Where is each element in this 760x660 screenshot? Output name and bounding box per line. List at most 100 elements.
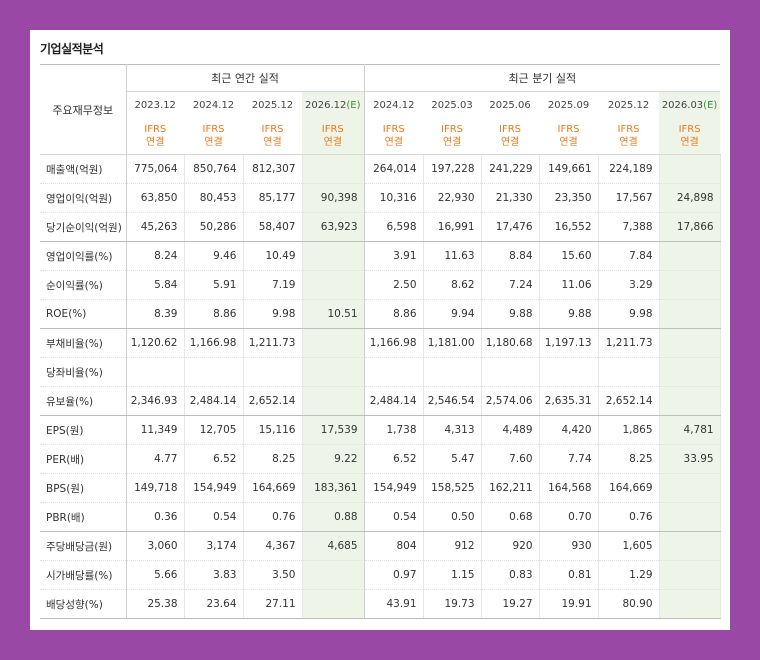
estimate-tag: (E) bbox=[703, 99, 718, 111]
row-label: 당기순이익(억원) bbox=[40, 212, 127, 242]
quarter-value-cell: 22,930 bbox=[423, 183, 482, 213]
quarter-value-cell bbox=[659, 241, 721, 271]
table-row: 주당배당금(원) 3,060 3,174 4,367 4,685 804 912 920 930… bbox=[40, 531, 721, 561]
quarter-value-cell: 804 bbox=[364, 531, 424, 561]
quarter-value-cell bbox=[539, 357, 599, 387]
quarter-value-cell: 33.95 bbox=[659, 444, 721, 474]
row-label: 배당성향(%) bbox=[40, 589, 127, 619]
annual-value-cell: 23.64 bbox=[184, 589, 244, 619]
annual-value-cell: 6.52 bbox=[184, 444, 244, 474]
annual-value-cell bbox=[126, 357, 185, 387]
quarter-date: 2025.09 bbox=[547, 99, 590, 111]
annual-value-cell bbox=[243, 357, 303, 387]
consolidated-text: 연결 bbox=[619, 137, 638, 148]
quarter-value-cell bbox=[659, 531, 721, 561]
annual-value-cell: 1,166.98 bbox=[184, 328, 244, 358]
quarter-value-cell: 1.29 bbox=[598, 560, 660, 590]
quarter-value-cell: 149,661 bbox=[539, 154, 599, 184]
quarter-value-cell: 224,189 bbox=[598, 154, 660, 184]
quarter-value-cell bbox=[659, 270, 721, 300]
quarter-date: 2025.03 bbox=[431, 99, 473, 111]
quarter-value-cell: 0.76 bbox=[598, 502, 660, 532]
table-row: 유보율(%) 2,346.93 2,484.14 2,652.14 2,484.14 2,… bbox=[40, 386, 721, 416]
table-row: BPS(원) 149,718 154,949 164,669 183,361 154,94… bbox=[40, 473, 721, 503]
table-row: 당기순이익(억원) 45,263 50,286 58,407 63,923 6,598 16… bbox=[40, 212, 721, 242]
quarter-value-cell: 23,350 bbox=[539, 183, 599, 213]
financial-table: 주요재무정보 최근 연간 실적 최근 분기 실적 2023.12 2024.12… bbox=[40, 64, 721, 619]
quarter-value-cell: 1,197.13 bbox=[539, 328, 599, 358]
quarter-group-header: 최근 분기 실적 bbox=[364, 64, 721, 92]
ifrs-text: IFRS bbox=[617, 124, 640, 135]
ifrs-text: IFRS bbox=[261, 124, 284, 135]
annual-value-cell bbox=[302, 386, 365, 416]
annual-value-cell bbox=[302, 328, 365, 358]
annual-value-cell: 3,060 bbox=[126, 531, 185, 561]
row-label: 영업이익률(%) bbox=[40, 241, 127, 271]
quarter-value-cell: 21,330 bbox=[481, 183, 540, 213]
quarter-value-cell: 930 bbox=[539, 531, 599, 561]
ifrs-basis-label: IFRS 연결 bbox=[184, 118, 243, 155]
quarter-value-cell: 11.06 bbox=[539, 270, 599, 300]
header-label: 주요재무정보 bbox=[40, 64, 127, 155]
ifrs-text: IFRS bbox=[499, 124, 522, 135]
quarter-value-cell: 9.98 bbox=[598, 299, 660, 329]
quarter-value-cell: 1,181.00 bbox=[423, 328, 482, 358]
row-label: ROE(%) bbox=[40, 299, 127, 329]
annual-value-cell: 5.84 bbox=[126, 270, 185, 300]
quarter-value-cell: 241,229 bbox=[481, 154, 540, 184]
quarter-value-cell: 7.24 bbox=[481, 270, 540, 300]
ifrs-text: IFRS bbox=[557, 124, 580, 135]
quarter-value-cell: 8.62 bbox=[423, 270, 482, 300]
quarter-value-cell: 912 bbox=[423, 531, 482, 561]
annual-value-cell: 4,367 bbox=[243, 531, 303, 561]
quarter-value-cell: 5.47 bbox=[423, 444, 482, 474]
row-label: 영업이익(억원) bbox=[40, 183, 127, 213]
annual-value-cell: 0.36 bbox=[126, 502, 185, 532]
annual-value-cell bbox=[302, 270, 365, 300]
annual-value-cell: 4,685 bbox=[302, 531, 365, 561]
annual-value-cell: 17,539 bbox=[302, 415, 365, 445]
quarter-value-cell bbox=[659, 357, 721, 387]
quarter-value-cell bbox=[659, 386, 721, 416]
quarter-value-cell bbox=[423, 357, 482, 387]
row-label: EPS(원) bbox=[40, 415, 127, 445]
annual-value-cell: 50,286 bbox=[184, 212, 244, 242]
financial-summary-panel: 기업실적분석 주요재무정보 최근 연간 실적 최근 분기 실적 2023.12 … bbox=[30, 30, 730, 630]
ifrs-basis-label: IFRS 연결 bbox=[423, 118, 482, 155]
consolidated-text: 연결 bbox=[442, 137, 462, 148]
quarter-value-cell bbox=[659, 473, 721, 503]
quarter-value-cell: 0.68 bbox=[481, 502, 540, 532]
table-row: PBR(배) 0.36 0.54 0.76 0.88 0.54 0.50 0.68 0.70 0.… bbox=[40, 502, 721, 532]
annual-date: 2023.12 bbox=[134, 99, 176, 111]
quarter-value-cell: 264,014 bbox=[364, 154, 424, 184]
annual-value-cell: 85,177 bbox=[243, 183, 303, 213]
row-label: PER(배) bbox=[40, 444, 127, 474]
consolidated-text: 연결 bbox=[323, 137, 342, 148]
annual-date-estimate: 2026.12(E) bbox=[302, 91, 365, 118]
consolidated-text: 연결 bbox=[500, 137, 520, 148]
quarter-value-cell: 8.25 bbox=[598, 444, 660, 474]
panel-title: 기업실적분석 bbox=[40, 42, 104, 56]
quarter-value-cell bbox=[598, 357, 660, 387]
date-text: 2026.12 bbox=[305, 99, 347, 111]
annual-value-cell: 27.11 bbox=[243, 589, 303, 619]
quarter-value-cell: 7.84 bbox=[598, 241, 660, 271]
annual-date: 2025.12 bbox=[251, 99, 294, 111]
quarter-value-cell: 19.91 bbox=[539, 589, 599, 619]
quarter-value-cell bbox=[659, 560, 721, 590]
table-row: 매출액(억원) 775,064 850,764 812,307 264,014 197,2… bbox=[40, 154, 721, 184]
ifrs-basis-label: IFRS 연결 bbox=[364, 118, 424, 155]
table-row: EPS(원) 11,349 12,705 15,116 17,539 1,738 4,313… bbox=[40, 415, 721, 445]
quarter-value-cell: 164,669 bbox=[598, 473, 660, 503]
annual-value-cell: 10.51 bbox=[302, 299, 365, 329]
quarter-value-cell: 0.81 bbox=[539, 560, 599, 590]
quarter-value-cell: 0.97 bbox=[364, 560, 424, 590]
annual-value-cell: 9.46 bbox=[184, 241, 244, 271]
row-label: BPS(원) bbox=[40, 473, 127, 503]
quarter-value-cell: 17,476 bbox=[481, 212, 540, 242]
quarter-value-cell: 162,211 bbox=[481, 473, 540, 503]
table-row: 배당성향(%) 25.38 23.64 27.11 43.91 19.73 19.27 19.… bbox=[40, 589, 721, 619]
quarter-value-cell: 0.70 bbox=[539, 502, 599, 532]
quarter-value-cell: 2,635.31 bbox=[539, 386, 599, 416]
quarter-value-cell: 3.91 bbox=[364, 241, 424, 271]
